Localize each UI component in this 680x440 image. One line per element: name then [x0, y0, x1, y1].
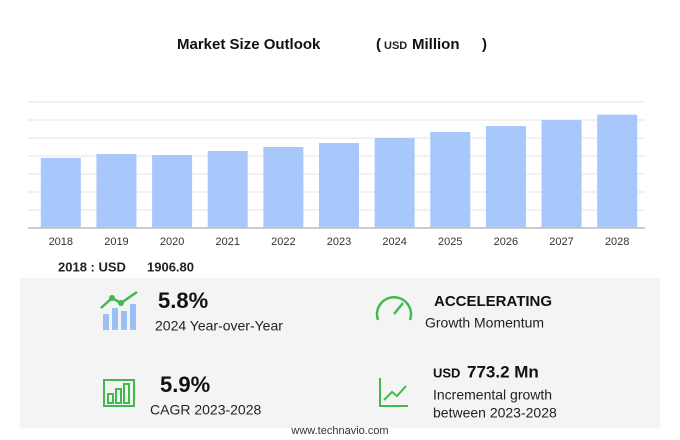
cagr-icon	[103, 379, 135, 407]
highlight-label: 2018 : USD	[58, 259, 126, 274]
bar	[152, 154, 193, 228]
unit-paren-close: )	[482, 36, 487, 53]
bar	[374, 138, 415, 228]
x-tick-label: 2026	[494, 236, 518, 248]
unit-prefix: USD	[384, 40, 407, 52]
x-tick-label: 2018	[49, 236, 73, 248]
stat-value: 5.9%	[160, 372, 210, 397]
gauge-icon	[375, 296, 413, 321]
unit: Million	[412, 36, 460, 53]
x-tick-label: 2022	[271, 236, 295, 248]
bar	[319, 143, 359, 228]
unit-paren-open: (	[376, 36, 381, 53]
stat-value: 773.2 Mn	[467, 362, 539, 381]
increment-icon	[379, 378, 408, 407]
stat-caption: Growth Momentum	[425, 315, 544, 331]
x-tick-label: 2019	[104, 236, 128, 248]
growth-icon	[100, 290, 138, 330]
stat-caption: 2024 Year-over-Year	[155, 318, 283, 334]
x-tick-label: 2020	[160, 236, 184, 248]
chart-title: Market Size Outlook	[177, 36, 321, 53]
x-tick-label: 2025	[438, 236, 462, 248]
stat-caption: between 2023-2028	[433, 405, 557, 421]
bar	[263, 147, 304, 228]
bar	[485, 126, 526, 228]
x-tick-label: 2027	[549, 236, 573, 248]
x-tick-label: 2024	[382, 236, 406, 248]
bar	[597, 114, 638, 228]
stat-caption: CAGR 2023-2028	[150, 402, 262, 418]
stat-unit: USD	[433, 365, 460, 380]
x-tick-label: 2021	[215, 236, 239, 248]
x-tick-label: 2023	[327, 236, 351, 248]
bar	[541, 120, 582, 228]
bar	[40, 157, 81, 228]
bar	[430, 132, 471, 228]
highlight-value: 1906.80	[147, 259, 194, 274]
bar	[207, 151, 248, 228]
stat-caption: Incremental growth	[433, 387, 552, 403]
bar	[96, 153, 137, 228]
x-tick-label: 2028	[605, 236, 629, 248]
stat-value: ACCELERATING	[434, 293, 552, 310]
footer: www.technavio.com	[290, 425, 388, 437]
stat-value: 5.8%	[158, 288, 208, 313]
